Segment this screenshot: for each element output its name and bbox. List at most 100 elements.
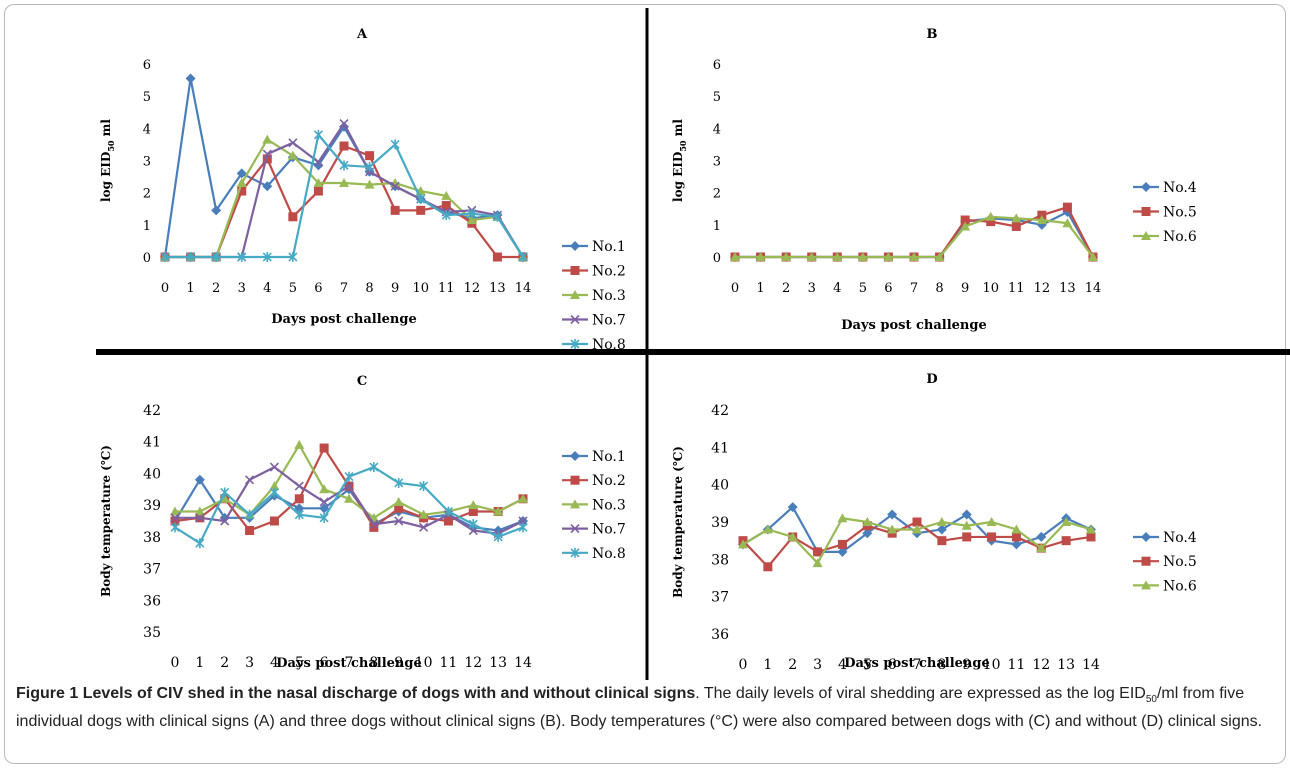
data-point [394,503,404,513]
data-point [319,512,329,523]
data-point [288,138,298,148]
figure-frame [4,4,1286,764]
panel-a-xtick: 6 [314,281,322,296]
data-point [319,497,329,507]
series-No.8 [170,462,528,549]
data-point [269,516,279,526]
data-point [441,210,451,221]
panel-a-xtick: 2 [212,281,220,296]
panel-c-xtick: 6 [320,655,329,671]
panel-d-ylabel: Body temperature (℃) [671,446,685,598]
series-line-No.3 [165,138,524,259]
data-point [170,516,180,526]
data-point [194,474,205,485]
data-point [962,532,972,542]
panel-a-xtick: 14 [515,281,532,296]
panel-c-xtick: 3 [245,655,254,671]
data-point [390,181,400,191]
panel-a-xtick: 9 [391,281,399,296]
data-point [1086,532,1096,542]
legend-label: No.2 [592,473,626,489]
data-point [1088,252,1098,261]
caption-body-1: . The daily levels of viral shedding are… [695,685,1146,702]
panel-d-ytick: 36 [711,627,729,643]
data-point [365,161,375,172]
data-point [912,524,922,534]
panel-d-ytick: 38 [711,552,729,568]
caption-subscript: 50 [1145,694,1157,706]
data-point [443,506,453,517]
panel-b-xtick: 11 [1008,281,1025,296]
legend-item-No.7: No.7 [562,313,626,329]
panel-c-ylabel: Body temperature (℃) [99,445,113,597]
panel-b-xtick: 5 [859,281,867,296]
data-point [319,443,329,453]
panel-a-ytick: 4 [143,122,151,137]
legend-marker [570,475,580,485]
panel-a-ytick: 3 [143,155,151,170]
panel-d-title: D [926,372,937,387]
legend-label: No.6 [1163,578,1197,594]
legend-label: No.7 [592,313,626,329]
data-point [339,160,349,171]
data-point [763,562,773,572]
data-point [237,252,247,262]
data-point [813,547,823,557]
data-point [319,503,330,514]
data-point [237,186,247,196]
data-point [1011,213,1022,223]
panel-c-xtick: 10 [415,655,433,671]
caption-title: Levels of CIV shed in the nasal discharg… [82,685,696,702]
data-point [194,506,205,516]
data-point [393,496,404,506]
panel-d-ytick: 37 [711,590,729,606]
panel-b-ytick: 4 [713,122,721,137]
legend-label: No.4 [1163,530,1197,546]
panel-d-xtick: 9 [962,657,971,673]
data-point [518,252,528,262]
data-point [762,524,773,534]
data-point [730,252,740,261]
legend-item-No.3: No.3 [562,288,626,304]
panel-b-ytick: 0 [713,251,721,266]
panel-b-xtick: 10 [982,281,999,296]
data-point [1011,539,1022,550]
panel-c-xtick: 5 [295,655,304,671]
data-point [934,252,945,261]
legend-marker [570,241,580,251]
data-point [339,118,349,129]
data-point [986,517,997,526]
series-No.6 [730,211,1098,261]
legend-marker [570,339,580,349]
data-point [294,481,304,491]
legend-item-No.6: No.6 [1133,229,1197,245]
panel-a-xtick: 4 [263,281,271,296]
data-point [219,493,230,503]
panel-a-xtick: 0 [161,281,169,296]
data-point [441,201,451,211]
legend-item-No.4: No.4 [1133,180,1197,196]
panel-d-xtick: 12 [1032,657,1050,673]
data-point [195,538,205,549]
data-point [985,211,996,221]
data-point [294,509,304,520]
legend-marker [570,290,580,299]
series-No.7 [160,118,528,262]
panel-c-ytick: 36 [143,593,161,609]
panel-a-ylabel: log EID50 ml [99,119,116,202]
data-point [960,215,970,225]
data-point [418,509,429,519]
data-point [493,506,504,516]
data-point [294,494,304,504]
data-point [313,129,323,140]
data-point [1062,202,1072,212]
panel-b-xtick: 13 [1059,281,1076,296]
panel-b-ytick: 2 [713,187,721,202]
panel-d-ytick: 40 [711,478,729,494]
series-line-No.8 [165,133,524,259]
panel-a-ytick: 0 [143,251,151,266]
data-point [1062,218,1073,228]
panel-d-xtick: 3 [813,657,822,673]
